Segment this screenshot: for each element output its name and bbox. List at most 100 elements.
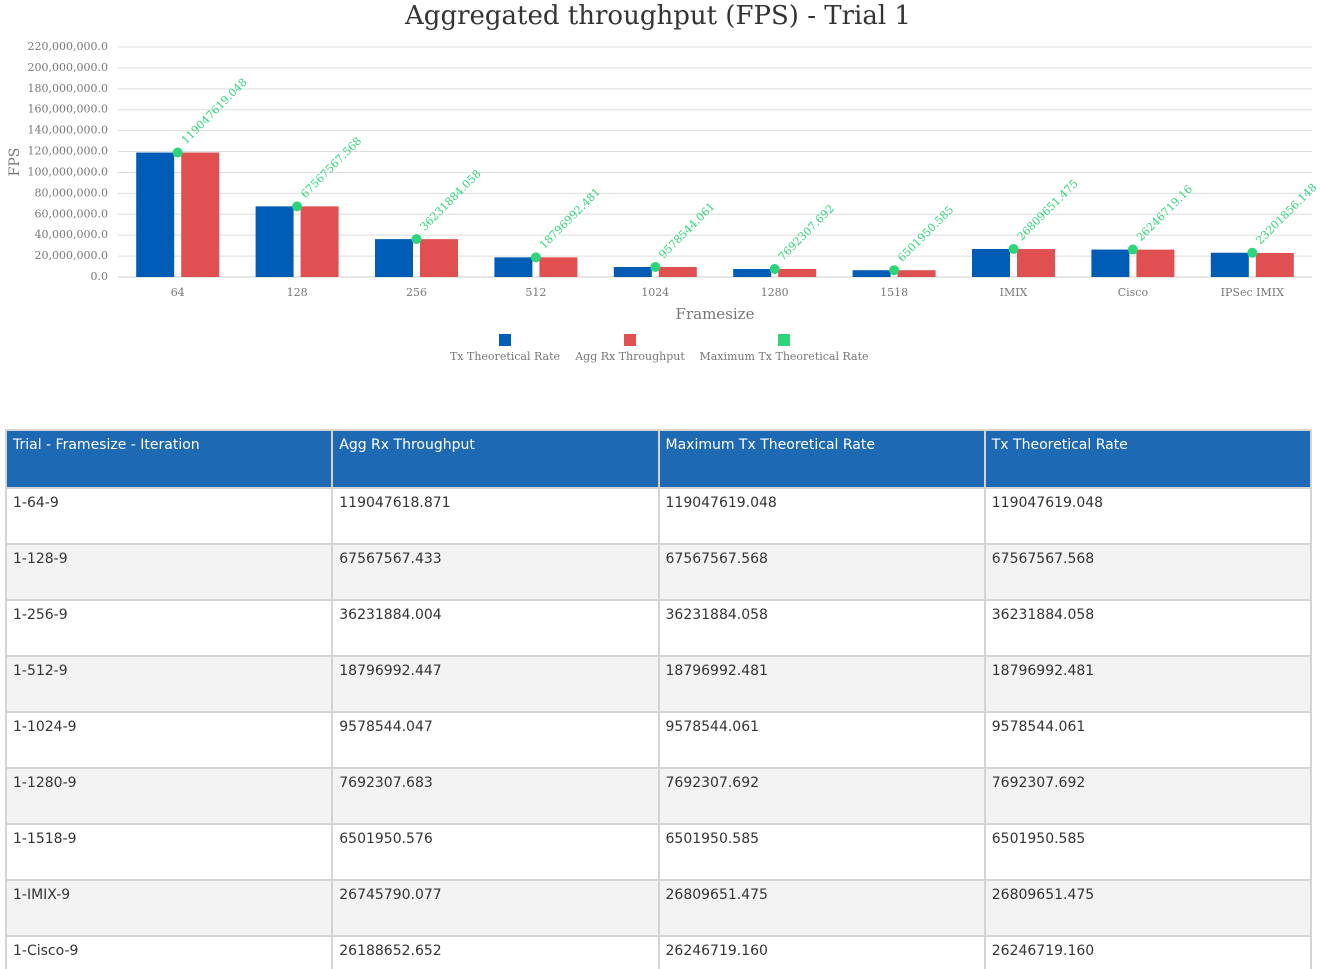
legend-label: Tx Theoretical Rate <box>450 350 560 363</box>
table-cell: 36231884.058 <box>983 599 1313 657</box>
table-cell: 36231884.004 <box>331 599 660 657</box>
table-cell: 36231884.058 <box>657 599 986 657</box>
bar <box>658 266 697 277</box>
table-cell: 1-1024-9 <box>4 711 334 769</box>
point <box>411 234 422 245</box>
y-tick-label: 200,000,000.0 <box>28 61 108 74</box>
table-cell: 67567567.433 <box>331 543 660 601</box>
data-label: 119047619.048 <box>179 76 250 147</box>
table-cell: 1-512-9 <box>4 655 334 713</box>
table-cell: 9578544.061 <box>657 711 986 769</box>
data-label: 7692307.692 <box>776 202 837 263</box>
point <box>1008 243 1019 254</box>
table-cell: 26246719.160 <box>983 935 1313 969</box>
table-cell: 26745790.077 <box>331 879 660 937</box>
table-cell: 26809651.475 <box>657 879 986 937</box>
table-cell: 6501950.585 <box>657 823 986 881</box>
bar <box>1136 249 1175 277</box>
table-cell: 26809651.475 <box>983 879 1313 937</box>
table-cell: 1-Cisco-9 <box>4 935 334 969</box>
x-tick-label: 1518 <box>880 286 908 299</box>
table-cell: 6501950.576 <box>331 823 660 881</box>
y-tick-label: 0.0 <box>91 270 109 283</box>
x-axis-label: Framesize <box>676 305 755 323</box>
table-cell: 67567567.568 <box>657 543 986 601</box>
y-tick-label: 40,000,000.0 <box>35 228 108 241</box>
table-cell: 7692307.692 <box>657 767 986 825</box>
table-cell: 6501950.585 <box>983 823 1313 881</box>
table-cell: 1-1280-9 <box>4 767 334 825</box>
table-cell: 1-256-9 <box>4 599 334 657</box>
y-axis-label: FPS <box>7 148 23 177</box>
table-row: 1-Cisco-9 26188652.652 26246719.160 2624671… <box>4 935 1313 969</box>
table-cell: 9578544.061 <box>983 711 1313 769</box>
header-cell: Maximum Tx Theoretical Rate <box>657 429 986 489</box>
x-tick-label: Cisco <box>1118 286 1149 299</box>
data-label: 26809651.475 <box>1015 177 1081 243</box>
bar <box>733 268 772 277</box>
header-cell: Tx Theoretical Rate <box>983 429 1313 489</box>
x-tick-label: 1024 <box>641 286 669 299</box>
table-cell: 7692307.692 <box>983 767 1313 825</box>
x-tick-label: 128 <box>287 286 308 299</box>
bar <box>420 239 458 277</box>
chart-title: Aggregated throughput (FPS) - Trial 1 <box>404 1 911 31</box>
bar <box>1255 252 1294 277</box>
y-tick-label: 80,000,000.0 <box>35 186 108 199</box>
data-label: 67567567.568 <box>298 135 364 201</box>
x-tick-label: IPSec IMIX <box>1221 286 1284 299</box>
bar <box>181 152 220 277</box>
point <box>530 252 541 263</box>
table-cell: 119047619.048 <box>983 487 1313 545</box>
table-cell: 18796992.481 <box>983 655 1313 713</box>
bar <box>255 206 294 277</box>
table-cell: 26246719.160 <box>657 935 986 969</box>
header-row: Trial - Framesize - Iteration Agg Rx Thro… <box>4 429 1313 489</box>
data-label: 6501950.585 <box>895 203 956 264</box>
point <box>650 261 661 272</box>
bar <box>1210 252 1249 277</box>
bar <box>852 270 891 277</box>
table-cell: 67567567.568 <box>983 543 1313 601</box>
y-tick-label: 220,000,000.0 <box>28 40 108 53</box>
bar <box>375 239 413 277</box>
bar <box>897 270 936 277</box>
table-cell: 1-64-9 <box>4 487 334 545</box>
table-cell: 9578544.047 <box>331 711 660 769</box>
point <box>889 265 900 276</box>
bar <box>539 257 578 277</box>
legend-swatch <box>499 334 511 346</box>
bar <box>972 248 1010 277</box>
legend-label: Maximum Tx Theoretical Rate <box>699 350 868 363</box>
y-tick-label: 100,000,000.0 <box>28 165 108 178</box>
table-row: 1-1518-9 6501950.576 6501950.585 6501950.58… <box>4 823 1313 881</box>
table-cell: 119047618.871 <box>331 487 660 545</box>
table-cell: 26188652.652 <box>331 935 660 969</box>
table-row: 1-512-9 18796992.447 18796992.481 18796992.… <box>4 655 1313 713</box>
table-row: 1-256-9 36231884.004 36231884.058 36231884.… <box>4 599 1313 657</box>
legend-swatch <box>778 334 790 346</box>
bar <box>613 266 652 277</box>
table-cell: 18796992.481 <box>657 655 986 713</box>
table-row: 1-IMIX-9 26745790.077 26809651.475 26809651… <box>4 879 1313 937</box>
data-label: 18796992.481 <box>537 185 603 251</box>
table-row: 1-64-9 119047618.871 119047619.048 11904761… <box>4 487 1313 545</box>
data-label: 9578544.061 <box>656 200 717 261</box>
x-tick-label: IMIX <box>1000 286 1028 299</box>
bar <box>1017 249 1055 277</box>
x-tick-label: 64 <box>171 286 185 299</box>
x-tick-label: 512 <box>525 286 546 299</box>
y-tick-label: 140,000,000.0 <box>28 124 108 137</box>
y-tick-label: 160,000,000.0 <box>28 103 108 116</box>
header-cell: Agg Rx Throughput <box>331 429 660 489</box>
legend-label: Agg Rx Throughput <box>574 350 685 363</box>
x-tick-label: 1280 <box>761 286 789 299</box>
data-label: 26246719.16 <box>1134 183 1195 244</box>
table-cell: 1-IMIX-9 <box>4 879 334 937</box>
data-label: 36231884.058 <box>418 167 484 233</box>
bar <box>136 152 175 277</box>
point <box>1127 244 1138 255</box>
bar <box>300 206 339 277</box>
point <box>292 201 303 212</box>
table-cell: 1-128-9 <box>4 543 334 601</box>
